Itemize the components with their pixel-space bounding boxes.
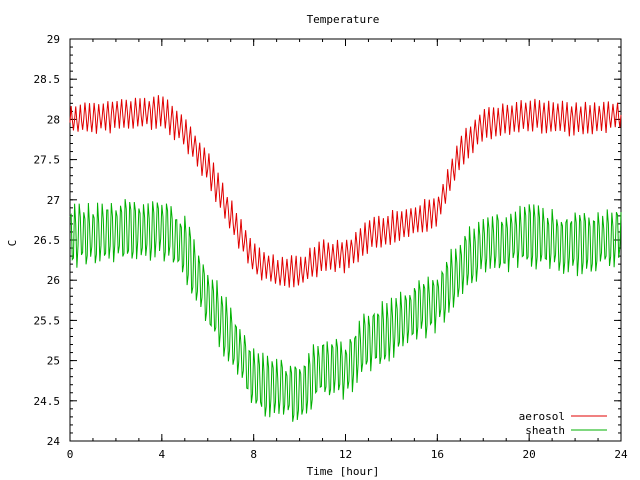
x-tick-label: 16 [431,448,444,461]
y-tick-label: 28.5 [34,73,61,86]
y-tick-label: 28 [47,113,60,126]
y-tick-label: 26.5 [34,234,61,247]
y-tick-label: 27 [47,194,60,207]
y-tick-label: 29 [47,33,60,46]
axes: 0 4 8 12 16 20 24 24 24.5 25 25.5 26 26.5 27 27.5 28 28.… [34,33,628,461]
y-tick-label: 25.5 [34,314,61,327]
plot-frame [69,38,622,442]
x-tick-label: 12 [339,448,352,461]
x-tick-label: 4 [159,448,166,461]
series-group [69,95,622,422]
x-tick-label: 20 [523,448,536,461]
x-axis-label: Time [hour] [307,465,380,478]
x-tick-label: 0 [67,448,74,461]
y-tick-label: 25 [47,355,60,368]
y-axis-label: C [6,240,19,247]
y-tick-label: 27.5 [34,154,61,167]
series-line-aerosol [69,95,622,288]
series-line-sheath [69,199,622,422]
y-tick-label: 24 [47,435,61,448]
x-tick-label: 24 [614,448,628,461]
y-tick-label: 26 [47,274,60,287]
chart-title: Temperature [307,13,380,26]
legend-label-aerosol: aerosol [519,410,565,423]
y-tick-label: 24.5 [34,395,61,408]
legend-label-sheath: sheath [525,424,565,437]
x-tick-label: 8 [250,448,257,461]
